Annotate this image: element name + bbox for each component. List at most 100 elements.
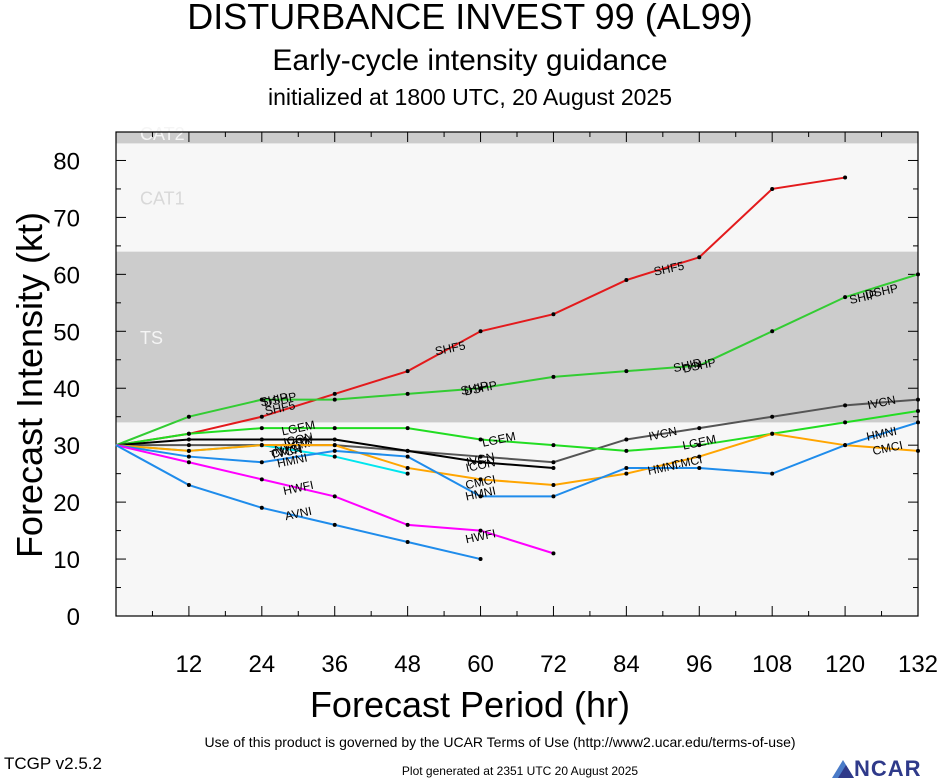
series-label-shf5: SHF5 [652,259,685,279]
series-label-cmci: CMCI [871,438,904,458]
band-ts [116,251,918,423]
x-tick-label: 108 [752,651,792,678]
data-point-lgem [551,443,556,448]
data-point-avni [478,557,483,562]
data-point-hwfi [478,528,483,533]
series-line-dshp [115,273,919,447]
data-point-lgem [405,426,410,431]
data-point-shf5 [770,186,775,191]
data-point-dshp [478,386,483,391]
data-point-avni [405,539,410,544]
x-axis-label: Forecast Period (hr) [309,684,631,725]
series-label-ivcn: IVCN [465,450,496,470]
data-point-shf5 [332,391,337,396]
data-point-lgem [259,426,264,431]
series-label-ivcn: IVCN [647,424,678,444]
data-point-shf5 [405,369,410,374]
y-axis-label: Forecast Intensity (kt) [9,211,50,559]
data-point-avni [186,483,191,488]
series-label-cmci: CMCI [464,472,497,492]
data-point-dshp [770,329,775,334]
data-point-ivcn [916,397,920,402]
band-cat1 [116,143,918,252]
series-line-lgem [115,410,919,452]
data-point-icon [551,465,556,470]
data-point-avni [259,505,264,510]
init-time-text: initialized at 1800 UTC, 20 August 2025 [267,84,673,110]
series-label-shf5: SHF5 [434,338,467,358]
data-point-hmni [916,420,920,425]
y-tick-label: 20 [53,490,80,517]
series-label-avni: AVNI [284,504,313,523]
chart-title: DISTURBANCE INVEST 99 (AL99) [187,0,753,37]
series-label-hmni: HMNI [865,424,898,444]
ncar-logo-icon [832,760,854,778]
data-point-shf5 [551,312,556,317]
series-hmni: HMNI HMNI HMNI HMNI [115,420,920,504]
y-tick-label: 0 [67,604,80,631]
data-point-lgem [843,420,848,425]
terms-of-use-text: Use of this product is governed by the U… [204,734,796,750]
data-point-hmni [551,494,556,499]
data-point-icon [478,460,483,465]
data-point-cmci [770,431,775,436]
y-tick-label: 30 [53,433,80,460]
series-label-lgem: LGEM [481,429,517,450]
y-tick-label: 80 [53,148,80,175]
data-point-hwfi [405,522,410,527]
band-label-cat1: CAT1 [140,188,185,208]
data-point-dshp [332,397,337,402]
series-label-ivcn: IVCN [283,433,314,453]
series-label-icon: ICON [464,455,496,475]
data-point-hmni [405,454,410,459]
series-label-dshp: DSHP [463,378,499,399]
x-tick-label: 12 [176,651,203,678]
series-label-ship: SHIP [848,287,878,307]
data-point-hwfi [186,460,191,465]
data-point-lgem [624,448,629,453]
data-point-lgem [697,443,702,448]
y-tick-label: 40 [53,376,80,403]
x-tick-label: 24 [248,651,275,678]
data-point-ivcn [551,460,556,465]
data-point-shf5 [478,329,483,334]
data-point-hmni [843,443,848,448]
data-point-icon [186,437,191,442]
series-label-hmni: HMNI [276,451,309,471]
data-point-hwfi [551,551,556,556]
data-point-dshp [697,363,702,368]
series-label-hwfi: HWFI [282,478,315,498]
data-point-hmni [697,465,702,470]
data-point-ivcn [624,437,629,442]
data-point-lgem [478,437,483,442]
data-point-hmni [770,471,775,476]
data-point-icon [332,437,337,442]
series-label-lgem: LGEM [280,418,316,439]
series-label-hmni: HMNI [646,458,679,478]
data-point-lgem [186,431,191,436]
band-label-ts: TS [140,328,163,348]
data-point-shf5 [259,414,264,419]
series-label-lgem: LGEM [681,432,717,453]
y-tick-label: 70 [53,205,80,232]
series-label-dshp: DSHP [864,281,900,302]
x-tick-label: 36 [321,651,348,678]
series-label-shf5: SHF5 [264,398,297,418]
y-tick-label: 10 [53,547,80,574]
data-point-dshp [551,374,556,379]
data-point-dshp [843,295,848,300]
data-point-cmci [478,477,483,482]
data-point-cmci [916,448,920,453]
data-point-hwfi [259,477,264,482]
series-label-ship: SHIP [672,356,702,376]
x-tick-label: 48 [394,651,421,678]
data-point-lgem [332,426,337,431]
chart-subtitle: Early-cycle intensity guidance [272,44,668,77]
data-point-cmci [697,454,702,459]
data-point-hmni [332,448,337,453]
data-point-cmci [624,471,629,476]
ncar-logo: NCAR [854,756,922,781]
series-ship: SHIP SHIP SHIP SHIP [259,287,879,409]
data-point-cmci [405,465,410,470]
